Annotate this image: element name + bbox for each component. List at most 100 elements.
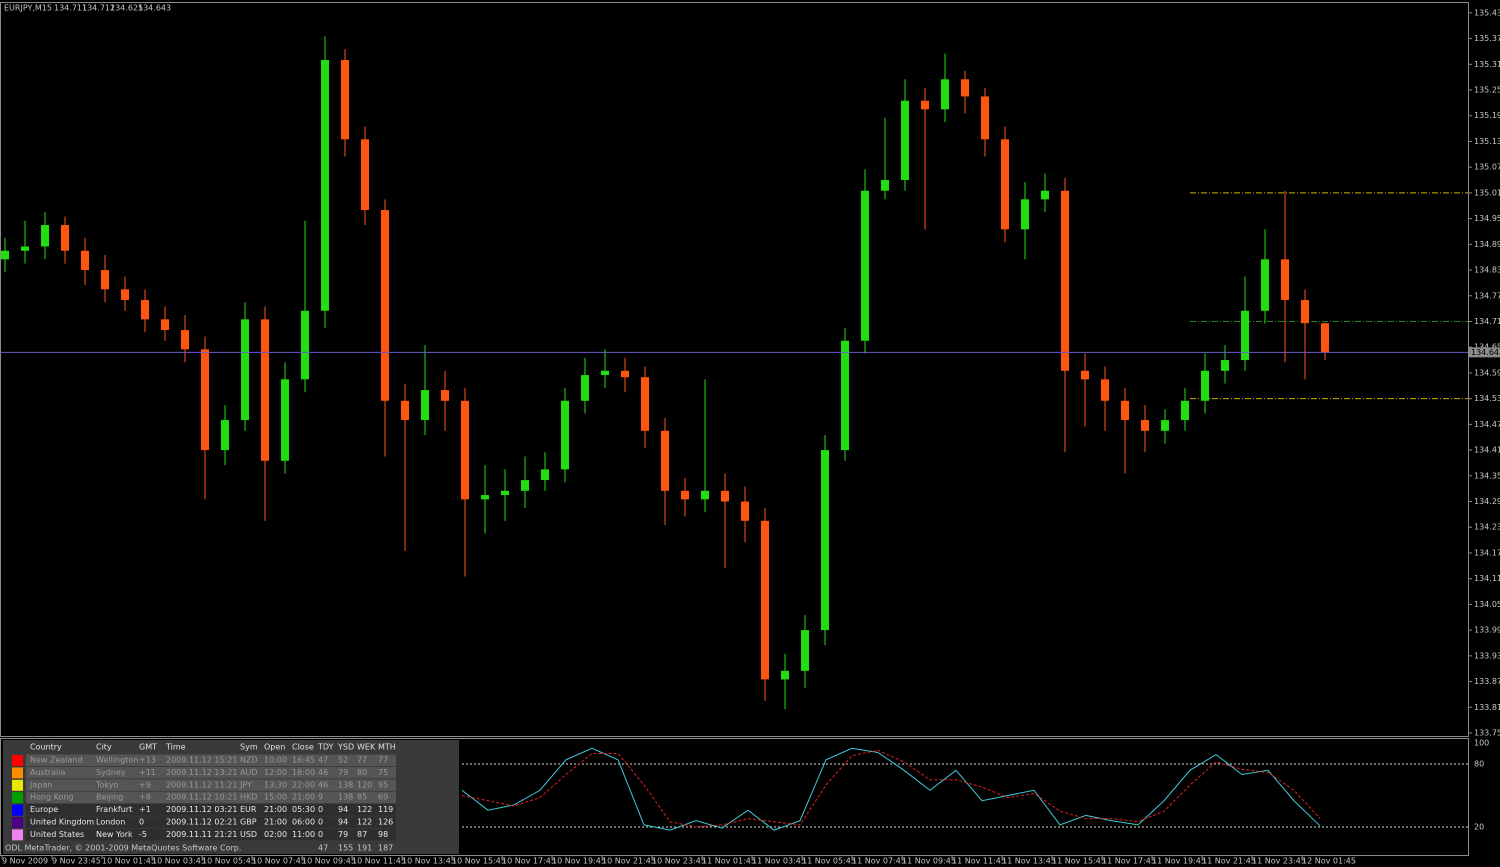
candle-body [1021,199,1029,230]
x-tick-label: 11 Nov 17:45 [1102,857,1156,866]
table-cell: USD [240,830,257,839]
table-cell: 10:00 [264,756,287,765]
table-cell: 126 [378,818,393,827]
candle-body [921,100,929,110]
y-tick-label: 133.875 [1474,677,1500,686]
table-cell: United States [30,830,84,839]
candle-body [1241,310,1249,361]
x-tick-label: 10 Nov 17:45 [502,857,556,866]
table-cell: +13 [139,756,156,765]
y-tick-label: 133.815 [1474,703,1500,712]
candle-body [41,225,49,247]
candle-body [841,340,849,451]
header-open: 134.711 [54,4,87,13]
candle-body [681,490,689,500]
table-header: Sym [240,743,258,752]
table-cell: 05:30 [292,805,315,814]
x-tick-label: 10 Nov 03:45 [152,857,206,866]
table-cell: 9 [318,793,323,802]
candle-body [461,400,469,500]
x-tick-label: 9 Nov 23:45 [52,857,101,866]
price-box-label: 134.643 [1471,348,1500,357]
table-cell: 0 [139,818,144,827]
x-tick-label: 10 Nov 21:45 [602,857,656,866]
table-cell: 138 [338,780,353,789]
table-cell: 2009.11.12 11:21 [166,780,237,789]
table-cell: 2009.11.11 21:21 [166,830,237,839]
header-high: 134.712 [82,4,115,13]
candle-body [101,270,109,290]
candle-body [1121,400,1129,421]
table-cell: 16:45 [292,756,315,765]
candle-body [741,501,749,521]
y-tick-label: 134.535 [1474,394,1500,403]
x-tick-label: 11 Nov 01:45 [702,857,756,866]
candle-body [261,319,269,461]
table-header: Country [30,743,62,752]
table-cell: AUD [240,768,258,777]
table-cell: 119 [378,805,393,814]
table-cell: 21:00 [264,818,287,827]
table-cell: 52 [338,756,348,765]
table-cell: 2009.11.12 15:21 [166,756,237,765]
table-cell: Australia [30,768,65,777]
table-header: WEK [357,743,376,752]
table-total: 155 [338,844,353,853]
table-cell: 2009.11.12 13:21 [166,768,237,777]
table-cell: HKD [240,793,257,802]
x-tick-label: 10 Nov 09:45 [302,857,356,866]
table-cell: 2009.11.12 03:21 [166,805,237,814]
candle-body [901,100,909,181]
table-cell: 77 [357,756,367,765]
y-tick-label: 134.055 [1474,600,1500,609]
table-cell: 46 [318,768,328,777]
candle-body [321,60,329,311]
row-bg [26,766,396,779]
x-tick-label: 10 Nov 01:45 [102,857,156,866]
header-low: 134.625 [110,4,143,13]
candle-body [621,370,629,378]
candle-body [601,370,609,376]
candle-body [141,300,149,320]
x-tick-label: 11 Nov 07:45 [852,857,906,866]
x-tick-label: 11 Nov 09:45 [902,857,956,866]
table-cell: NZD [240,756,258,765]
candle-body [1281,259,1289,301]
y-tick-label: 134.175 [1474,548,1500,557]
candle-body [1181,400,1189,421]
x-tick-label: 10 Nov 19:45 [552,857,606,866]
table-cell: 0 [318,830,323,839]
x-tick-label: 10 Nov 05:45 [202,857,256,866]
table-cell: 21:00 [264,805,287,814]
table-cell: 15:00 [264,793,287,802]
table-cell: United Kingdom [30,818,94,827]
candle-body [821,450,829,631]
x-tick-label: 11 Nov 11:45 [952,857,1006,866]
table-cell: 2009.11.12 10:21 [166,793,237,802]
oscillator-frame [0,738,1469,856]
candle-body [241,319,249,421]
candle-body [201,349,209,451]
osc-tick-label: 100 [1474,739,1489,748]
table-cell: 79 [338,830,348,839]
candle-body [1301,300,1309,324]
x-tick-label: 11 Nov 23:45 [1252,857,1306,866]
price-box [1469,347,1500,358]
table-cell: 120 [357,780,372,789]
table-cell: 94 [338,805,348,814]
table-cell: 46 [318,780,328,789]
row-swatch [12,804,23,816]
x-tick-label: 11 Nov 21:45 [1202,857,1256,866]
table-cell: 122 [357,805,372,814]
candle-body [721,490,729,502]
y-tick-label: 135.135 [1474,137,1500,146]
footer: ODL MetaTrader, © 2001-2009 MetaQuotes S… [5,844,241,853]
y-tick-label: 134.235 [1474,523,1500,532]
table-header: Time [165,743,186,752]
candle-body [1261,259,1269,311]
y-tick-label: 134.115 [1474,574,1500,583]
candle-body [1161,420,1169,431]
table-cell: Japan [29,780,52,789]
candle-body [1041,190,1049,200]
